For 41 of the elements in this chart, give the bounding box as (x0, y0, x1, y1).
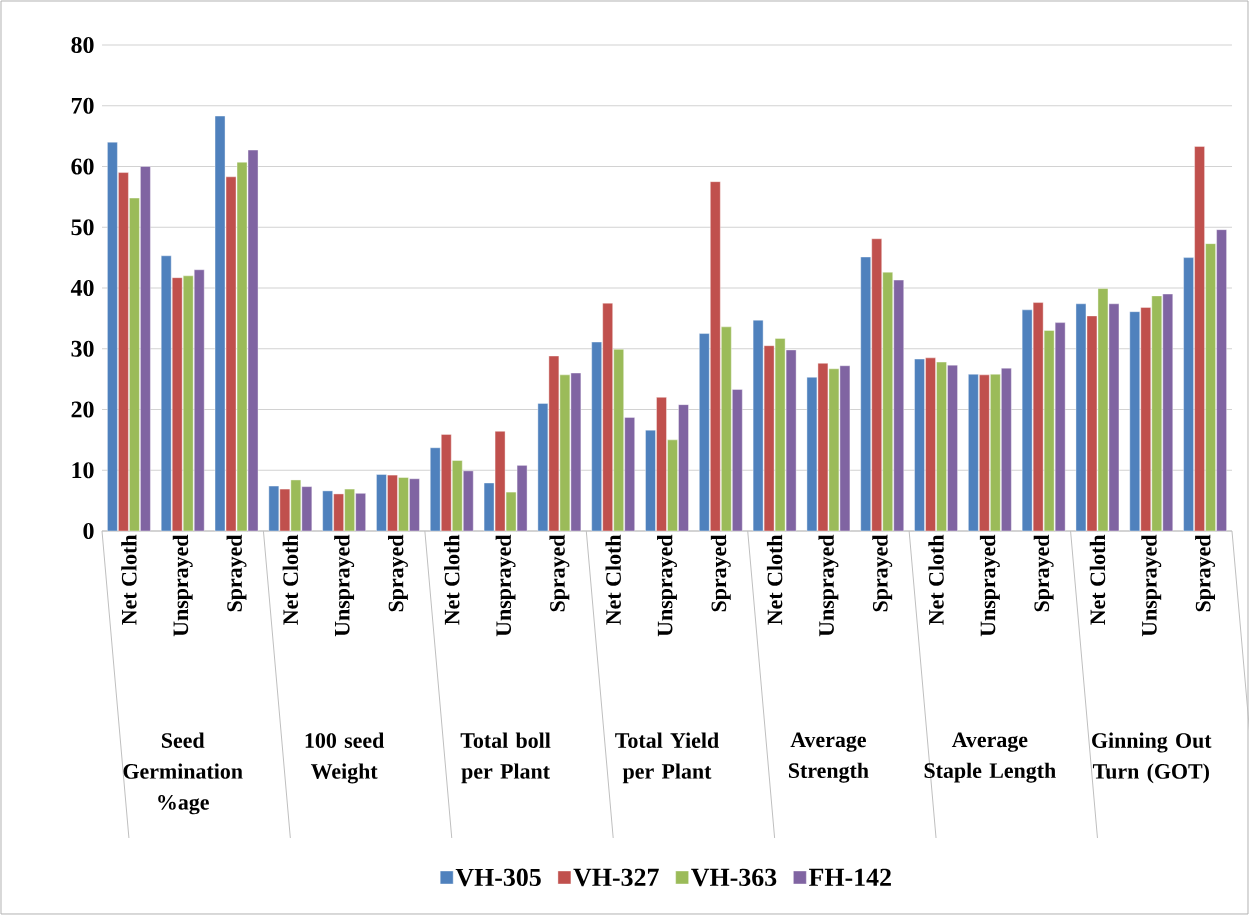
x-tick-label: Unsprayed (657, 534, 677, 637)
x-tick-label: Sprayed (387, 534, 408, 612)
y-tick-label: 70 (71, 97, 94, 114)
y-tick-label: 30 (71, 340, 94, 357)
y-tick-label: 40 (70, 279, 94, 297)
x-tick-label: Unsprayed (495, 534, 516, 637)
legend-label: VH-363 (691, 868, 777, 887)
x-tick-label: Net Cloth (282, 534, 299, 625)
text: 100 seed Weight (305, 732, 385, 784)
x-tick-label: Sprayed (1033, 534, 1054, 612)
x-tick-label: Sprayed (549, 534, 570, 612)
y-tick-label: 0 (83, 522, 94, 540)
x-tick-label: Net Cloth (928, 534, 944, 625)
x-tick-label: Unsprayed (172, 534, 193, 637)
legend-label: FH-142 (808, 868, 891, 886)
text: Total Yield per Plant (615, 732, 719, 784)
x-tick-label: Net Cloth (121, 534, 137, 625)
y-tick-label: 50 (71, 219, 94, 236)
x-tick-label: Unsprayed (818, 534, 839, 637)
x-tick-label: Sprayed (872, 534, 893, 612)
x-tick-label: Net Cloth (1089, 534, 1106, 625)
text: Ginning Out Turn (GOT) (1092, 732, 1212, 784)
legend-label: VH-327 (573, 868, 659, 887)
text: Average Staple Length (924, 732, 1056, 783)
x-tick-label: Net Cloth (766, 534, 783, 625)
text: Average Strength (789, 732, 869, 783)
y-tick-label: 80 (71, 36, 94, 54)
y-tick-label: 10 (72, 462, 94, 479)
legend-label: VH-305 (455, 868, 541, 887)
y-tick-label: 60 (71, 158, 94, 175)
x-tick-label: Sprayed (1195, 534, 1216, 612)
x-tick-label: Net Cloth (444, 534, 460, 625)
x-tick-label: Sprayed (226, 534, 247, 612)
text: Seed Germination %age (123, 732, 243, 815)
text: Total boll per Plant (460, 732, 551, 784)
x-tick-label: Unsprayed (979, 534, 1000, 637)
x-tick-label: Unsprayed (1141, 534, 1162, 637)
x-tick-label: Unsprayed (334, 534, 355, 637)
x-tick-label: Net Cloth (605, 534, 621, 625)
y-tick-label: 20 (71, 401, 94, 418)
x-tick-label: Sprayed (710, 534, 731, 612)
